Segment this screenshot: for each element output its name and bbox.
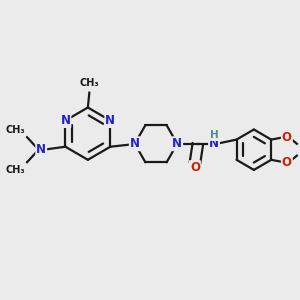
Text: CH₃: CH₃ [80,78,99,88]
Text: O: O [282,156,292,169]
Text: CH₃: CH₃ [6,125,26,135]
Text: O: O [282,131,292,144]
Text: N: N [36,143,46,156]
Text: CH₃: CH₃ [6,165,26,175]
Text: N: N [209,137,219,150]
Text: N: N [105,114,115,127]
Text: O: O [190,161,200,174]
Text: N: N [172,137,182,150]
Text: N: N [130,137,140,150]
Text: N: N [60,114,70,127]
Text: H: H [210,130,218,140]
